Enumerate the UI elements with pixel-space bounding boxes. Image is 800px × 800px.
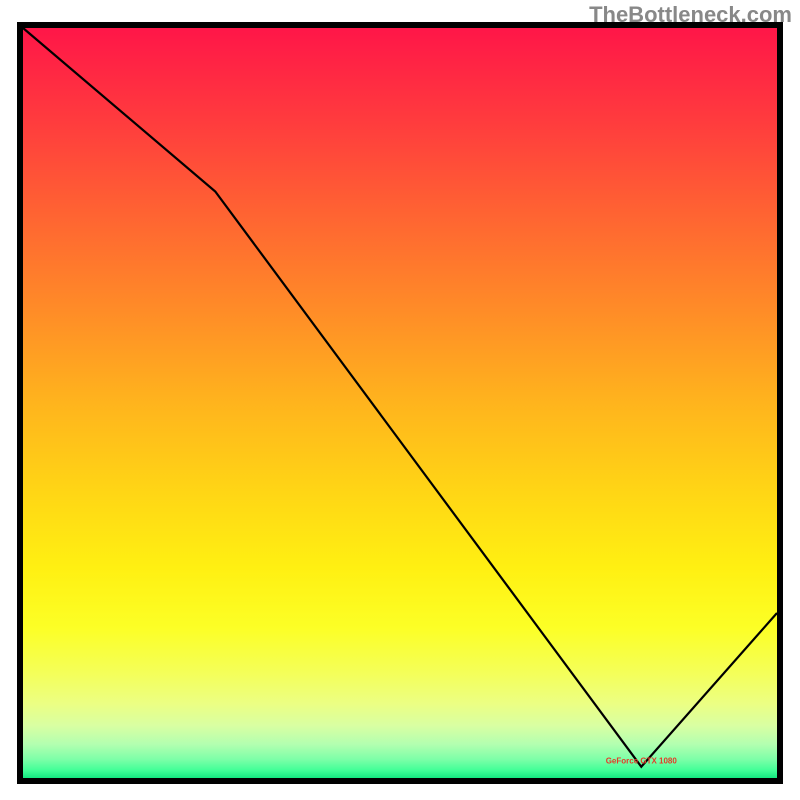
optimal-gpu-marker: GeForce GTX 1080 — [606, 757, 678, 766]
plot-background — [23, 28, 777, 778]
watermark: TheBottleneck.com — [589, 2, 792, 28]
chart-container: TheBottleneck.com GeForce GTX 1080 — [0, 0, 800, 800]
bottleneck-chart: GeForce GTX 1080 — [0, 0, 800, 800]
